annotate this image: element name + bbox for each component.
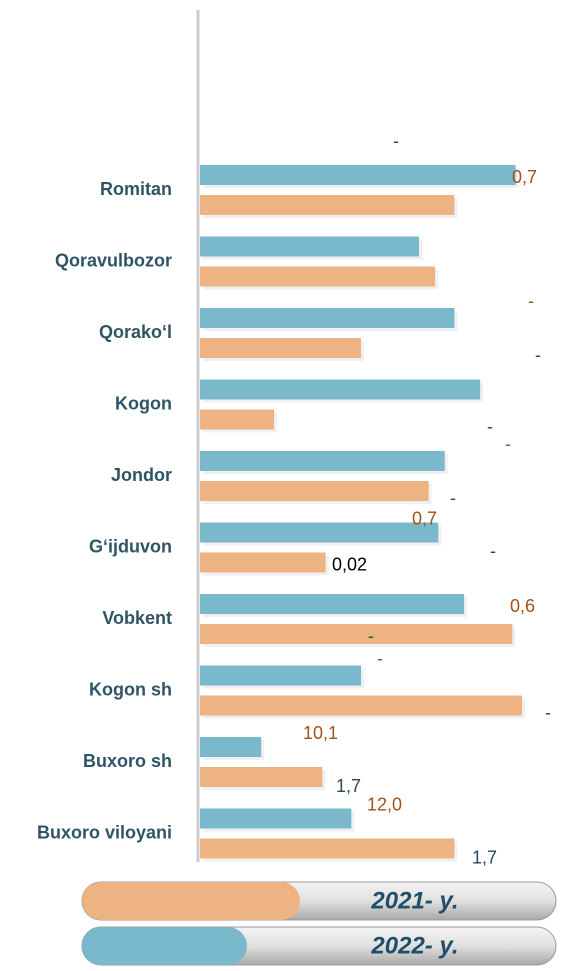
y-tick-label: Qorako‘l [99, 322, 172, 342]
annotation: - [393, 131, 399, 151]
legend-label: 2022- y. [370, 932, 458, 959]
data-label: 1,7 [336, 776, 361, 796]
bar [200, 767, 323, 787]
bar [200, 308, 455, 328]
y-tick-label: Vobkent [102, 608, 172, 628]
bar [200, 522, 439, 543]
data-label: - [377, 648, 383, 668]
bar [200, 695, 522, 716]
data-label: - [545, 702, 551, 722]
data-label: - [368, 626, 374, 646]
bar [200, 481, 429, 501]
y-tick-label: Buxoro sh [83, 751, 172, 771]
data-label: 0,02 [332, 554, 367, 574]
data-label: 0,7 [512, 167, 537, 187]
bar [200, 552, 326, 573]
data-label: 12,0 [367, 794, 402, 814]
data-label: - [535, 345, 541, 365]
bar [200, 838, 455, 859]
bar [200, 379, 481, 400]
bar [200, 594, 465, 614]
data-label: - [528, 291, 534, 311]
data-label: - [505, 434, 511, 454]
data-label: 1,7 [472, 847, 497, 867]
y-tick-label: Kogon [115, 393, 172, 413]
legend-swatch [82, 927, 247, 965]
y-tick-label: G‘ijduvon [89, 536, 172, 556]
data-label: - [450, 488, 456, 508]
y-tick-label: Buxoro viloyani [37, 822, 172, 842]
bar [200, 165, 516, 185]
y-tick-label: Kogon sh [89, 679, 172, 699]
bar [200, 195, 455, 215]
bar [200, 737, 262, 757]
y-tick-label: Qoravulbozor [55, 250, 172, 270]
bar [200, 338, 361, 358]
y-tick-label: Romitan [100, 179, 172, 199]
bar [200, 808, 352, 829]
bar [200, 266, 436, 287]
bar [200, 409, 275, 430]
bar [200, 236, 419, 257]
data-label: 0,7 [412, 508, 437, 528]
annotation: - [490, 541, 496, 561]
bar [200, 624, 513, 644]
bar [200, 665, 361, 686]
data-label: 0,6 [510, 596, 535, 616]
legend-swatch [82, 882, 300, 920]
legend-label: 2021- y. [370, 887, 458, 914]
bar [200, 451, 445, 471]
data-label: - [487, 416, 493, 436]
y-tick-label: Jondor [111, 465, 172, 485]
data-label: 10,1 [303, 723, 338, 743]
